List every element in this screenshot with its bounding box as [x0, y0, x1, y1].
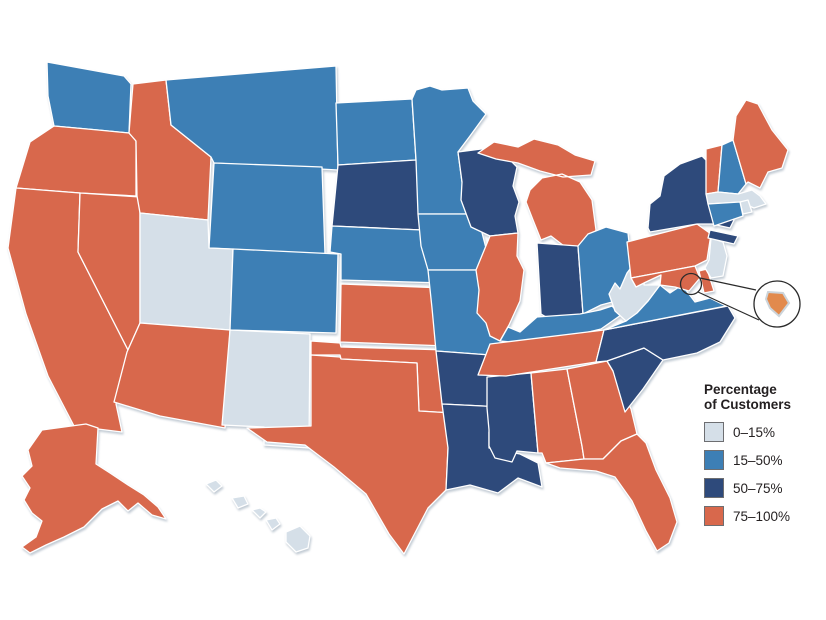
- legend-swatch-15-50: [704, 450, 724, 471]
- states-layer: [7, 61, 789, 555]
- legend-swatch-0-15: [704, 422, 724, 443]
- state-wyoming: [208, 162, 326, 255]
- state-north-dakota: [335, 98, 417, 166]
- legend-swatch-75-100: [704, 506, 724, 527]
- state-florida: [545, 433, 678, 552]
- legend-item: 0–15%: [704, 422, 822, 443]
- legend-label: 0–15%: [733, 424, 776, 440]
- legend-label: 15–50%: [733, 452, 783, 468]
- callout-source-circle: [679, 272, 703, 296]
- state-pennsylvania: [626, 223, 712, 279]
- state-connecticut: [707, 201, 744, 227]
- legend-title-line2: of Customers: [704, 396, 792, 412]
- legend: Percentage of Customers 0–15% 15–50% 50–…: [704, 382, 822, 534]
- legend-title: Percentage of Customers: [704, 382, 822, 412]
- state-hawaii: [205, 479, 311, 553]
- state-maryland: [630, 265, 701, 292]
- state-wisconsin: [457, 146, 520, 237]
- legend-item: 15–50%: [704, 450, 822, 471]
- state-new-mexico: [221, 329, 311, 449]
- legend-item: 50–75%: [704, 478, 822, 499]
- state-indiana: [536, 242, 584, 322]
- state-west-virginia: [608, 260, 661, 322]
- legend-swatch-50-75: [704, 478, 724, 499]
- dc-callout: [679, 272, 801, 328]
- legend-item: 75–100%: [704, 506, 822, 527]
- state-texas: [246, 354, 453, 555]
- state-washington: [46, 61, 132, 134]
- state-colorado: [229, 248, 339, 334]
- state-alaska: [21, 423, 167, 554]
- state-district-of-columbia: [764, 290, 791, 318]
- callout-line-bottom: [697, 291, 760, 321]
- callout-line-top: [699, 277, 757, 291]
- state-oregon: [15, 125, 137, 197]
- legend-label: 75–100%: [733, 508, 791, 524]
- legend-label: 50–75%: [733, 480, 783, 496]
- state-new-hampshire: [717, 139, 747, 195]
- state-maine: [732, 99, 789, 189]
- state-delaware: [698, 268, 715, 294]
- legend-title-line1: Percentage: [704, 382, 777, 397]
- state-mississippi: [486, 372, 539, 463]
- state-north-carolina: [595, 305, 736, 363]
- state-south-dakota: [331, 159, 428, 231]
